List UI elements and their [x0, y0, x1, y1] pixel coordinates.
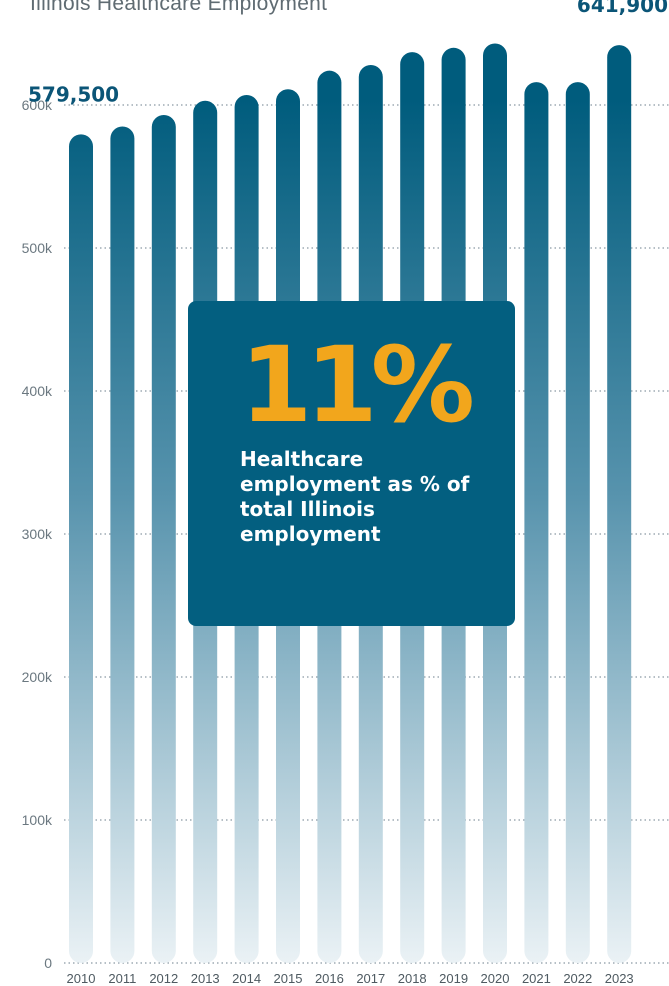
x-tick-label: 2016	[315, 971, 344, 986]
y-tick-label: 500k	[22, 240, 53, 256]
callout-value: 11%	[240, 324, 475, 446]
x-tick-label: 2012	[149, 971, 178, 986]
bar	[524, 82, 549, 964]
callout-box: 11% Healthcare employment as % of total …	[188, 301, 515, 626]
bar	[565, 82, 590, 964]
x-tick-label: 2020	[481, 971, 510, 986]
x-tick-label: 2015	[274, 971, 303, 986]
x-tick-label: 2018	[398, 971, 427, 986]
y-tick-label: 0	[44, 955, 52, 971]
x-tick-label: 2023	[605, 971, 634, 986]
y-tick-label: 100k	[22, 812, 53, 828]
x-tick-label: 2013	[191, 971, 220, 986]
bar	[110, 126, 135, 963]
x-tick-label: 2019	[439, 971, 468, 986]
annotations: 579,500 641,900	[28, 0, 668, 106]
y-tick-label: 400k	[22, 383, 53, 399]
y-tick-label: 600k	[22, 97, 53, 113]
y-tick-label: 300k	[22, 526, 53, 542]
x-tick-label: 2017	[356, 971, 385, 986]
x-tick-label: 2022	[563, 971, 592, 986]
bar	[69, 134, 93, 963]
data-label: 579,500	[28, 82, 119, 106]
chart-title: Illinois Healthcare Employment	[30, 0, 328, 15]
y-tick-label: 200k	[22, 669, 53, 685]
x-tick-label: 2011	[108, 971, 136, 986]
x-axis-ticks: 2010 2011 2012 2013 2014 2015 2016 2017 2018 2019…	[67, 971, 634, 986]
callout-description: Healthcare employment as % of total Illi…	[240, 447, 470, 546]
bar	[607, 45, 632, 963]
y-axis-ticks: 0 100k 200k 300k 400k 500k 600k	[22, 97, 53, 971]
x-tick-label: 2021	[522, 971, 551, 986]
bar	[151, 115, 176, 963]
data-label: 641,900	[577, 0, 668, 17]
x-tick-label: 2010	[67, 971, 96, 986]
x-tick-label: 2014	[232, 971, 261, 986]
